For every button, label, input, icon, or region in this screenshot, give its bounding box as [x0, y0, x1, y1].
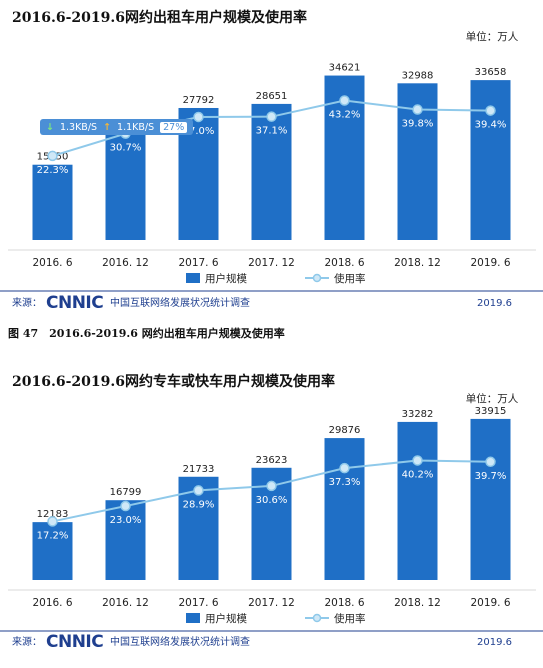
rate-point — [485, 105, 496, 116]
bar-value-label: 12183 — [37, 509, 69, 520]
bar — [105, 133, 146, 240]
legend-bar-label: 用户规模 — [205, 272, 247, 285]
bar-value-label: 29876 — [329, 425, 361, 436]
rate-point — [47, 516, 58, 527]
bar-group: 12183 16799 21733 23623 29876 33282 33915 — [32, 406, 511, 580]
chart-title: 2016.6-2019.6网约专车或快车用户规模及使用率 — [12, 373, 335, 390]
x-tick-label: 2018. 12 — [394, 257, 441, 269]
rate-value-label: 23.0% — [110, 515, 142, 526]
bar — [32, 164, 73, 240]
legend-bar-swatch — [186, 273, 200, 283]
rate-point — [193, 485, 204, 496]
x-tick-label: 2018. 6 — [324, 597, 364, 609]
legend-bar-swatch — [186, 613, 200, 623]
source-prefix: 来源： — [12, 296, 42, 309]
x-tick-label: 2019. 6 — [470, 597, 510, 609]
bar-value-label: 27792 — [183, 95, 215, 106]
rate-value-label: 37.0% — [183, 126, 215, 137]
rate-point — [412, 104, 423, 115]
legend-line-label: 使用率 — [334, 272, 366, 285]
rate-value-label: 39.8% — [402, 119, 434, 130]
bar-value-label: 32988 — [402, 70, 434, 81]
x-tick-label: 2016. 12 — [102, 597, 149, 609]
rate-value-label: 40.2% — [402, 469, 434, 480]
rate-point — [339, 95, 350, 106]
bar — [251, 103, 292, 241]
legend-line-marker — [312, 273, 322, 283]
unit-label: 单位：万人 — [466, 392, 519, 405]
unit-label: 单位：万人 — [466, 30, 519, 43]
rate-point — [412, 455, 423, 466]
x-tick-label: 2017. 12 — [248, 597, 295, 609]
cnnic-logo: CNNIC — [46, 293, 103, 313]
source-date: 2019.6 — [477, 298, 512, 309]
rate-line-group: 17.2% 23.0% 28.9% 30.6% 37.3% 40.2% 39.7% — [37, 455, 507, 541]
bar-value-label: 33282 — [402, 409, 434, 420]
bar-value-label: 33658 — [475, 67, 507, 78]
x-tick-label: 2017. 6 — [178, 257, 218, 269]
bar-value-label: 23623 — [256, 455, 288, 466]
rate-value-label: 28.9% — [183, 499, 215, 510]
figure-caption: 图 47 2016.6-2019.6 网约出租车用户规模及使用率 — [8, 327, 285, 340]
rate-value-label: 37.1% — [256, 126, 288, 137]
x-tick-label: 2018. 12 — [394, 597, 441, 609]
x-tick-label: 2016. 6 — [32, 257, 72, 269]
rate-value-label: 37.3% — [329, 477, 361, 488]
legend-line-label: 使用率 — [334, 612, 366, 625]
x-tick-label: 2018. 6 — [324, 257, 364, 269]
upload-arrow-icon: ↑ — [103, 121, 112, 133]
rate-value-label: 43.2% — [329, 110, 361, 121]
rate-point — [120, 500, 131, 512]
rate-point — [339, 462, 350, 474]
source-date: 2019.6 — [477, 637, 512, 648]
bar — [397, 421, 438, 580]
rate-value-label: 22.3% — [37, 165, 69, 176]
x-tick-label: 2017. 6 — [178, 597, 218, 609]
legend: 用户规模 使用率 — [186, 612, 366, 625]
upload-speed: 1.1KB/S — [117, 121, 155, 133]
bar-value-label: 28651 — [256, 91, 288, 102]
bar — [105, 500, 146, 580]
legend-line-marker — [312, 613, 322, 623]
legend-bar-label: 用户规模 — [205, 612, 247, 625]
taxi-chart: 2016.6-2019.6网约出租车用户规模及使用率 单位：万人 1585022… — [0, 9, 543, 313]
source-prefix: 来源： — [12, 635, 42, 648]
rate-value-label: 30.7% — [110, 143, 142, 154]
bar — [470, 418, 511, 580]
rate-value-label: 39.4% — [475, 120, 507, 131]
rate-value-label: 17.2% — [37, 530, 69, 541]
ride-hailing-chart: 2016.6-2019.6网约专车或快车用户规模及使用率 单位：万人 12183… — [0, 373, 543, 652]
legend: 用户规模 使用率 — [186, 272, 366, 285]
cnnic-logo: CNNIC — [46, 632, 103, 652]
rate-point — [47, 150, 58, 162]
chart-title: 2016.6-2019.6网约出租车用户规模及使用率 — [12, 9, 307, 26]
rate-value-label: 39.7% — [475, 471, 507, 482]
rate-value-label: 30.6% — [256, 495, 288, 506]
bar-value-label: 34621 — [329, 63, 361, 74]
network-speed-overlay: ↓ 1.3KB/S ↑ 1.1KB/S 27% — [40, 119, 194, 135]
rate-point — [193, 111, 204, 123]
bar-value-label: 33915 — [475, 406, 507, 417]
rate-point — [485, 456, 496, 468]
bar — [470, 80, 511, 240]
x-tick-label: 2019. 6 — [470, 257, 510, 269]
overlay-percent: 27% — [160, 121, 188, 133]
x-axis-labels: 2016. 6 2016. 12 2017. 6 2017. 12 2018. 6 201… — [32, 597, 510, 609]
bar-group: 15850224632779228651346213298833658 — [32, 63, 511, 241]
bar-value-label: 21733 — [183, 464, 215, 475]
download-arrow-icon: ↓ — [46, 121, 54, 133]
download-speed: 1.3KB/S — [59, 121, 98, 133]
x-axis-labels: 2016. 6 2016. 12 2017. 6 2017. 12 2018. 6 201… — [32, 257, 510, 269]
x-tick-label: 2016. 12 — [102, 257, 149, 269]
bar — [32, 522, 73, 580]
source-org: 中国互联网络发展状况统计调查 — [110, 296, 250, 309]
x-tick-label: 2017. 12 — [248, 257, 295, 269]
rate-point — [266, 111, 277, 122]
bar-value-label: 16799 — [110, 487, 142, 498]
bar — [324, 438, 365, 580]
source-org: 中国互联网络发展状况统计调查 — [110, 635, 250, 648]
rate-point — [266, 480, 277, 492]
x-tick-label: 2016. 6 — [32, 597, 72, 609]
